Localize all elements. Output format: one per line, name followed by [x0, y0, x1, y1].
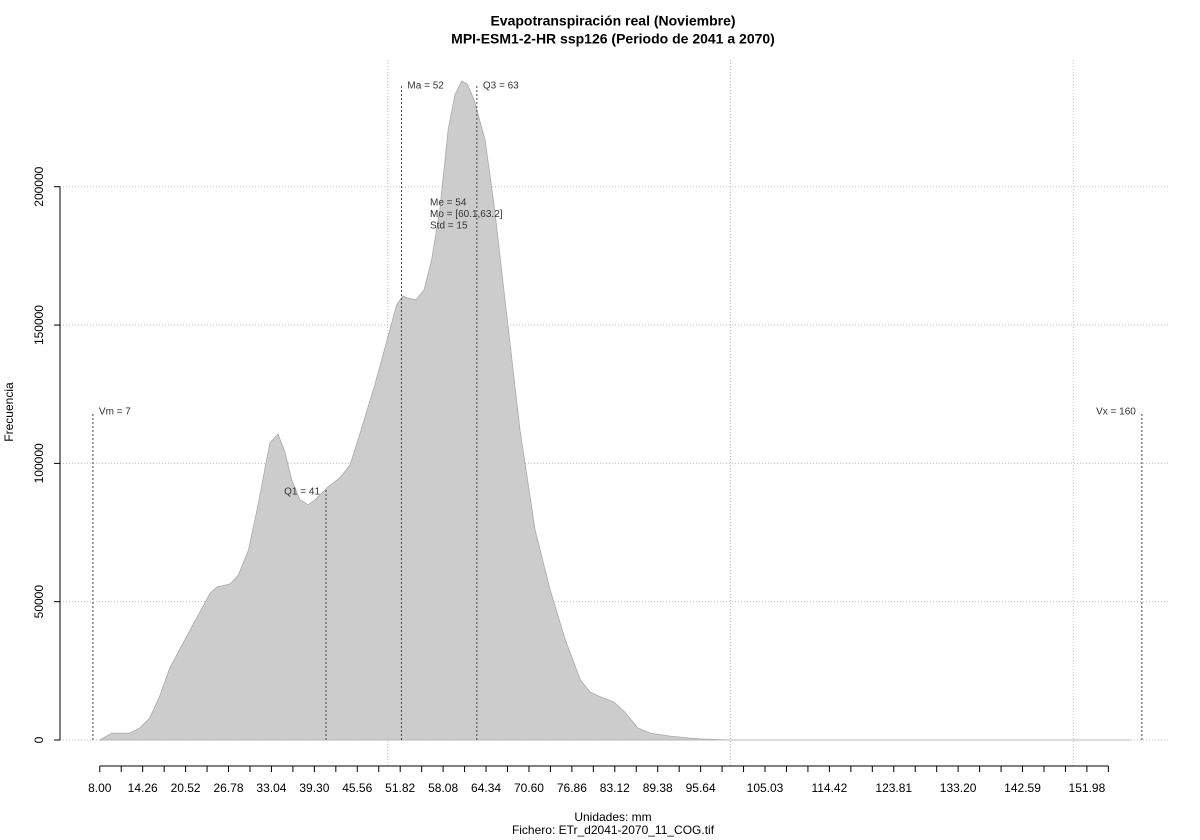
x-axis-title: Unidades: mm	[574, 810, 651, 824]
annotation: Mo = [60.1,63.2]	[430, 209, 503, 220]
area	[99, 80, 1131, 741]
marker-label: Ma = 52	[407, 81, 444, 92]
x-tick-label: 123.81	[875, 781, 912, 795]
x-tick-label: 33.04	[256, 781, 286, 795]
y-tick-label: 0	[32, 736, 46, 743]
x-tick-label: 39.30	[299, 781, 329, 795]
x-tick-label: 64.34	[471, 781, 501, 795]
x-tick-label: 26.78	[214, 781, 244, 795]
y-tick-label: 150000	[32, 305, 46, 345]
x-tick-label: 133.20	[940, 781, 977, 795]
caption: Fichero: ETr_d2041-2070_11_COG.tif	[512, 823, 715, 837]
x-tick-label: 151.98	[1069, 781, 1106, 795]
x-tick-label: 45.56	[342, 781, 372, 795]
chart-subtitle: MPI-ESM1-2-HR ssp126 (Periodo de 2041 a …	[451, 31, 775, 47]
x-tick-label: 114.42	[811, 781, 847, 795]
x-tick-label: 95.64	[686, 781, 716, 795]
marker-label: Q3 = 63	[483, 81, 519, 92]
x-tick-label: 58.08	[428, 781, 458, 795]
x-tick-label: 70.60	[514, 781, 544, 795]
x-tick-label: 83.12	[600, 781, 630, 795]
x-tick-label: 105.03	[747, 781, 784, 795]
x-tick-label: 20.52	[171, 781, 201, 795]
chart-title: Evapotranspiración real (Noviembre)	[490, 13, 735, 29]
x-tick-label: 142.59	[1004, 781, 1041, 795]
x-tick-label: 76.86	[557, 781, 587, 795]
annotation: Std = 15	[430, 221, 468, 232]
x-tick-label: 51.82	[385, 781, 415, 795]
x-tick-label: 89.38	[643, 781, 673, 795]
marker-label: Q1 = 41	[284, 487, 320, 498]
y-tick-label: 50000	[32, 585, 46, 619]
annotation: Me = 54	[430, 198, 467, 209]
x-tick-label: 8.00	[88, 781, 112, 795]
marker-label: Vx = 160	[1096, 407, 1136, 418]
y-tick-label: 200000	[32, 166, 46, 206]
y-axis-title: Frecuencia	[2, 382, 16, 442]
marker-label: Vm = 7	[99, 407, 131, 418]
x-tick-label: 14.26	[128, 781, 158, 795]
y-tick-label: 100000	[32, 443, 46, 483]
